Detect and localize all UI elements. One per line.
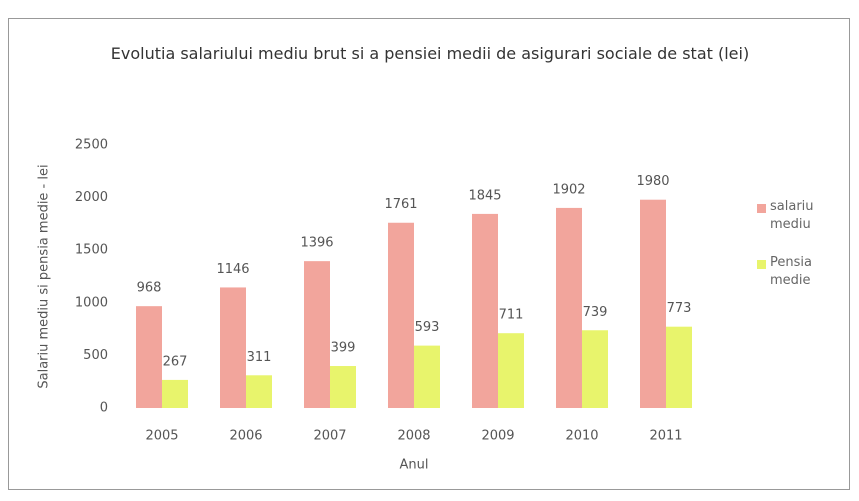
bar	[640, 199, 666, 408]
data-label: 1761	[384, 197, 417, 212]
y-axis-label: Salariu mediu si pensia medie - lei	[37, 164, 52, 388]
x-tick-label: 2011	[649, 429, 682, 444]
bar	[136, 306, 162, 408]
data-label: 739	[583, 305, 608, 320]
bar	[472, 213, 498, 408]
data-label: 1396	[300, 236, 333, 251]
x-tick-label: 2005	[145, 429, 178, 444]
legend-label: salariu mediu	[770, 199, 814, 232]
y-tick-label: 500	[83, 348, 108, 363]
x-tick-label: 2009	[481, 429, 514, 444]
bar	[388, 222, 414, 408]
x-axis-label: Anul	[400, 458, 429, 473]
data-label: 1980	[636, 174, 669, 189]
data-label: 1845	[468, 188, 501, 203]
data-label: 593	[415, 320, 440, 335]
bar	[666, 326, 692, 408]
data-label: 399	[331, 341, 356, 356]
bar	[556, 207, 582, 408]
data-label: 311	[247, 350, 272, 365]
bar	[498, 333, 524, 408]
legend-swatch	[757, 204, 766, 213]
bar	[220, 287, 246, 408]
y-tick-label: 0	[100, 401, 108, 416]
bar	[582, 330, 608, 408]
bar	[304, 261, 330, 408]
data-label: 267	[163, 354, 188, 369]
legend-label: Pensia medie	[770, 255, 812, 288]
chart-title: Evolutia salariului mediu brut si a pens…	[110, 44, 750, 63]
x-tick-label: 2006	[229, 429, 262, 444]
y-tick-label: 2500	[75, 138, 108, 153]
x-tick-label: 2008	[397, 429, 430, 444]
bar	[414, 345, 440, 408]
y-tick-label: 1500	[75, 243, 108, 258]
x-tick-label: 2007	[313, 429, 346, 444]
data-label: 773	[667, 301, 692, 316]
y-tick-label: 2000	[75, 190, 108, 205]
bar	[330, 366, 356, 408]
x-tick-label: 2010	[565, 429, 598, 444]
data-label: 1146	[216, 262, 249, 277]
y-tick-label: 1000	[75, 295, 108, 310]
chart-frame	[8, 18, 850, 490]
data-label: 1902	[552, 182, 585, 197]
bar	[246, 375, 272, 408]
legend-swatch	[757, 260, 766, 269]
bar	[162, 379, 188, 408]
data-label: 711	[499, 308, 524, 323]
data-label: 968	[137, 281, 162, 296]
